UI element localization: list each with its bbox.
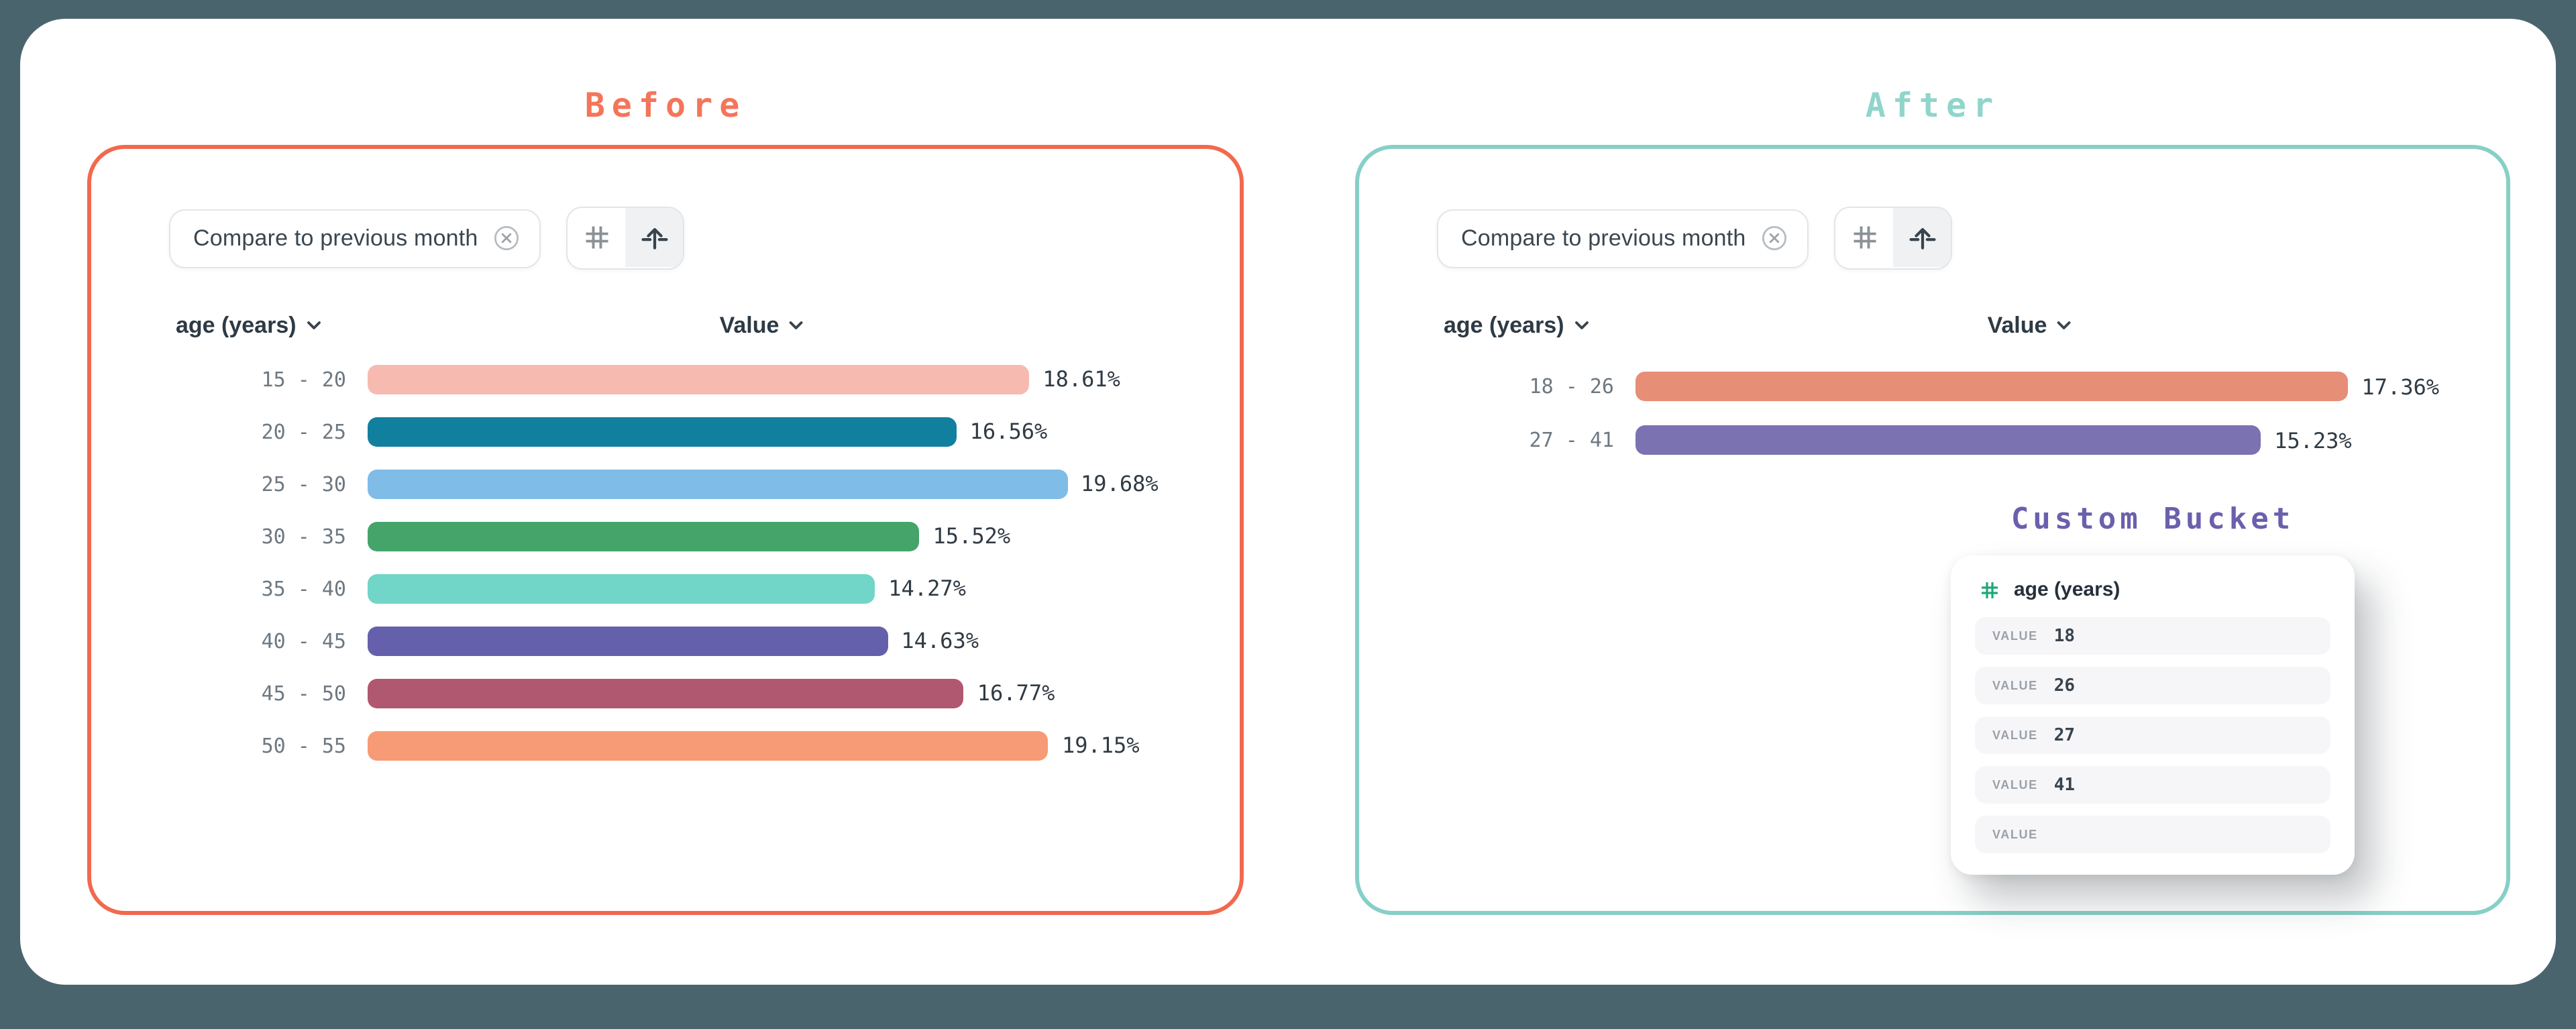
bucket-value-text: 27	[2053, 725, 2075, 745]
filter-chip-label: Compare to previous month	[193, 225, 478, 250]
bucket-value-label: VALUE	[1992, 828, 2038, 841]
bar-chart: 18 - 26 17.36% 27 - 41 15.23%	[1359, 360, 2506, 467]
hash-icon	[1982, 582, 1998, 598]
before-panel: Compare to previous month	[87, 145, 1244, 915]
category-label: 27 - 41	[1529, 428, 1614, 452]
before-title: Before	[584, 86, 747, 125]
category-column-header[interactable]: age (years)	[176, 313, 322, 339]
chevron-down-icon	[2057, 321, 2072, 329]
bucket-value-text: 18	[2053, 626, 2075, 646]
hash-icon-button[interactable]	[1835, 208, 1894, 267]
chart-row: 27 - 41 15.23%	[1359, 413, 2506, 467]
hash-icon-button[interactable]	[568, 208, 626, 267]
custom-bucket-title: Custom Bucket	[2010, 503, 2295, 537]
toolbar: Compare to previous month	[169, 207, 685, 270]
bar-chart: 15 - 20 18.61% 20 - 25 16.56% 25 - 30 19.68% 3…	[91, 353, 1240, 771]
chevron-down-icon	[307, 321, 321, 329]
chart-row: 18 - 26 17.36%	[1359, 360, 2506, 413]
category-label: 40 - 45	[261, 629, 346, 653]
chart-row: 30 - 35 15.52%	[91, 510, 1240, 562]
value-label: 19.68%	[1081, 471, 1159, 496]
bucket-value-label: VALUE	[1992, 679, 2038, 692]
category-label: 25 - 30	[261, 472, 346, 496]
bar[interactable]	[368, 364, 1030, 394]
toolbar: Compare to previous month	[1437, 207, 1953, 270]
after-panel: Compare to previous month	[1355, 145, 2510, 915]
chart-row: 15 - 20 18.61%	[91, 353, 1240, 405]
bar[interactable]	[368, 417, 957, 446]
close-circle-icon[interactable]	[1761, 224, 1789, 252]
chevron-down-icon	[790, 321, 804, 329]
bucket-value-field[interactable]: VALUE	[1975, 816, 2330, 853]
bar[interactable]	[368, 574, 875, 603]
bucket-rows: VALUE 18 VALUE 26 VALUE 27 VALUE 41 VALUE	[1975, 617, 2330, 853]
filter-chip-label: Compare to previous month	[1461, 225, 1746, 250]
category-label: 18 - 26	[1529, 374, 1614, 398]
chart-row: 50 - 55 19.15%	[91, 719, 1240, 771]
close-circle-icon[interactable]	[493, 224, 521, 252]
category-label: 50 - 55	[261, 733, 346, 757]
display-toggle-group	[566, 207, 685, 270]
chevron-down-icon	[1574, 321, 1589, 329]
bar[interactable]	[1635, 425, 2261, 455]
chart-row: 20 - 25 16.56%	[91, 405, 1240, 457]
bucket-value-label: VALUE	[1992, 778, 2038, 792]
main-card: Before After Compare to previous month	[20, 19, 2556, 985]
value-label: 16.56%	[969, 419, 1048, 444]
category-label: 45 - 50	[261, 681, 346, 705]
value-label: 19.15%	[1061, 733, 1140, 758]
filter-chip[interactable]: Compare to previous month	[1437, 209, 1809, 268]
bar[interactable]	[368, 678, 964, 708]
bucket-value-label: VALUE	[1992, 629, 2038, 643]
chart-row: 35 - 40 14.27%	[91, 562, 1240, 614]
display-toggle-group	[1834, 207, 1953, 270]
bucket-value-label: VALUE	[1992, 728, 2038, 742]
filter-chip[interactable]: Compare to previous month	[169, 209, 541, 268]
bar[interactable]	[368, 626, 888, 655]
value-label: 15.23%	[2274, 427, 2352, 453]
bucket-value-text: 26	[2053, 675, 2075, 696]
bar[interactable]	[1635, 372, 2349, 401]
bucket-value-field[interactable]: VALUE 41	[1975, 766, 2330, 804]
category-column-header[interactable]: age (years)	[1444, 313, 1590, 339]
chart-row: 45 - 50 16.77%	[91, 667, 1240, 719]
bucket-value-text: 41	[2053, 775, 2075, 795]
value-label: 14.63%	[901, 628, 979, 653]
value-label: 16.77%	[977, 680, 1055, 706]
after-title: After	[1865, 86, 2000, 125]
bucket-value-field[interactable]: VALUE 27	[1975, 716, 2330, 754]
chart-header-row: age (years) Value	[1359, 313, 2506, 342]
value-label: 18.61%	[1042, 366, 1120, 392]
custom-bucket-card: age (years) VALUE 18 VALUE 26 VALUE 27 VALUE 41…	[1951, 555, 2355, 875]
chart-row: 40 - 45 14.63%	[91, 614, 1240, 667]
value-column-header[interactable]: Value	[720, 313, 805, 339]
category-label: 15 - 20	[261, 367, 346, 391]
bucket-field-header: age (years)	[1979, 578, 2330, 601]
bar[interactable]	[368, 469, 1068, 498]
axis-arrow-icon-button[interactable]	[1893, 208, 1951, 267]
chart-row: 25 - 30 19.68%	[91, 457, 1240, 510]
bar[interactable]	[368, 521, 920, 551]
value-label: 15.52%	[932, 523, 1011, 549]
value-column-header[interactable]: Value	[1988, 313, 2073, 339]
category-label: 35 - 40	[261, 576, 346, 600]
bar[interactable]	[368, 730, 1049, 760]
chart-header-row: age (years) Value	[91, 313, 1240, 342]
value-label: 14.27%	[888, 576, 966, 601]
axis-arrow-icon-button[interactable]	[625, 208, 684, 267]
bucket-value-field[interactable]: VALUE 26	[1975, 667, 2330, 704]
category-label: 20 - 25	[261, 419, 346, 443]
bucket-value-field[interactable]: VALUE 18	[1975, 617, 2330, 655]
category-label: 30 - 35	[261, 524, 346, 548]
bucket-field-label: age (years)	[2014, 578, 2121, 601]
value-label: 17.36%	[2361, 374, 2439, 399]
